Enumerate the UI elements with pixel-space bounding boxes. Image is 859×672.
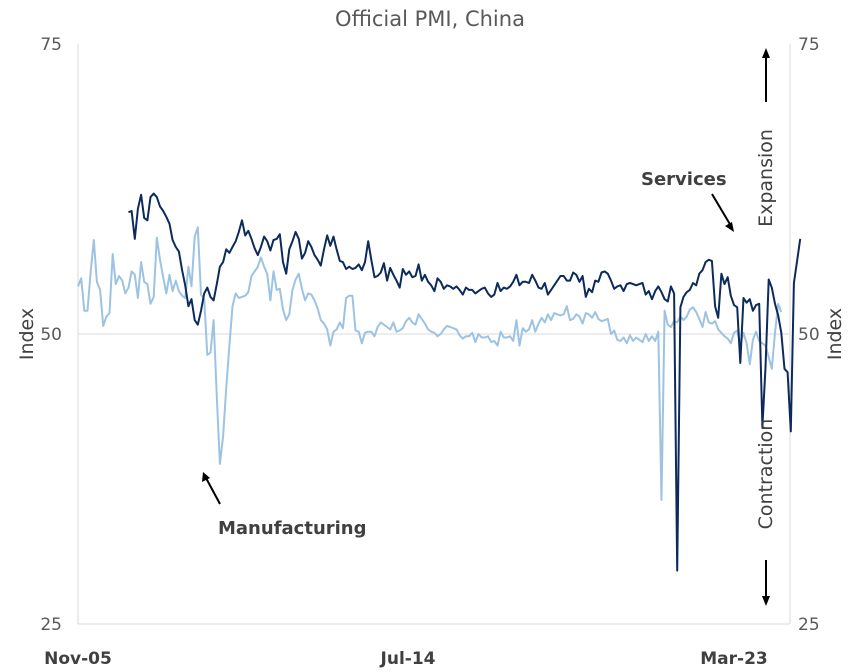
manufacturing-arrow xyxy=(205,477,221,505)
manufacturing-arrow-head xyxy=(202,472,210,482)
manufacturing-annotation: Manufacturing xyxy=(218,518,367,539)
y-tick-left-50: 50 xyxy=(40,325,62,345)
y-tick-right-25: 25 xyxy=(798,615,820,635)
x-tick-nov-05: Nov-05 xyxy=(44,649,112,669)
x-tick-jul-14: Jul-14 xyxy=(380,649,436,669)
chart-title: Official PMI, China xyxy=(335,7,525,31)
services-annotation: Services xyxy=(641,169,727,190)
y-tick-left-75: 75 xyxy=(40,35,62,55)
y-tick-left-25: 25 xyxy=(40,615,62,635)
y-tick-right-50: 50 xyxy=(798,325,820,345)
services-arrow xyxy=(711,193,732,227)
y-axis-label-left: Index xyxy=(16,308,38,360)
y-tick-right-75: 75 xyxy=(798,35,820,55)
expansion-arrow-head xyxy=(762,48,770,58)
services-arrow-head xyxy=(725,222,734,232)
services-series-line xyxy=(128,192,802,572)
manufacturing-series-line xyxy=(77,226,783,501)
contraction-label: Contraction xyxy=(755,419,777,530)
y-axis-label-right: Index xyxy=(824,308,846,360)
expansion-label: Expansion xyxy=(755,129,777,227)
x-tick-mar-23: Mar-23 xyxy=(700,649,768,669)
contraction-arrow-head xyxy=(762,596,770,606)
